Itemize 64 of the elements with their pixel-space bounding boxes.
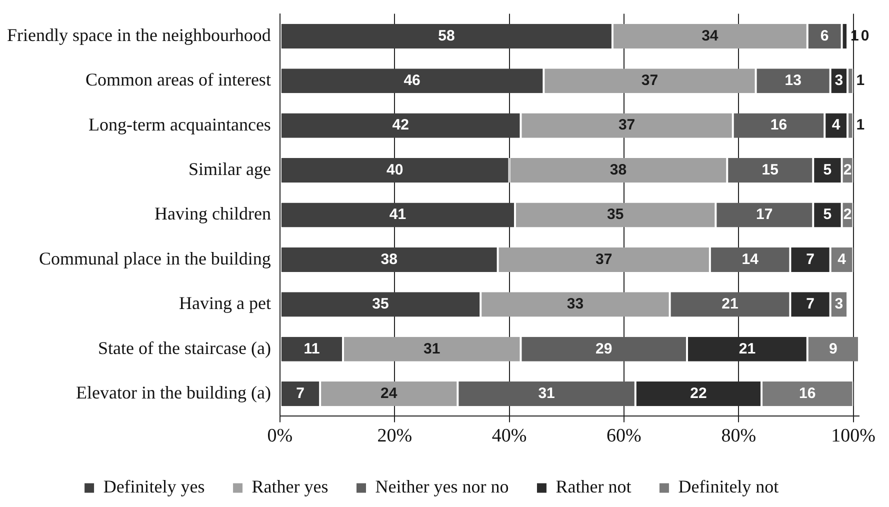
data-label: 31 <box>424 340 440 358</box>
data-label: 37 <box>641 72 658 90</box>
data-label: 21 <box>722 296 738 313</box>
data-label: 0 <box>860 27 870 44</box>
data-label: 6 <box>820 27 829 44</box>
data-label: 4 <box>832 116 841 134</box>
data-label: 7 <box>806 250 814 268</box>
data-label: 1 <box>856 116 865 134</box>
data-label: 31 <box>538 384 555 402</box>
y-tick-label: Elevator in the building (a) <box>76 382 271 403</box>
data-label: 17 <box>756 206 773 224</box>
data-label: 24 <box>380 384 398 402</box>
y-tick-label: Common areas of interest <box>85 70 271 90</box>
data-label: 33 <box>566 296 584 313</box>
data-label: 15 <box>762 161 778 178</box>
data-label: 29 <box>596 340 612 358</box>
data-label: 38 <box>610 161 627 178</box>
data-label: 37 <box>596 250 612 268</box>
y-tick-label: Friendly space in the neighbourhood <box>6 24 271 45</box>
data-label: 22 <box>690 384 707 402</box>
y-tick-label: Having children <box>154 204 271 224</box>
data-label: 14 <box>742 250 760 268</box>
data-label: 34 <box>702 27 719 44</box>
data-label: 7 <box>806 296 814 313</box>
data-label: 2 <box>843 161 852 178</box>
legend-label: Neither yes nor no <box>375 476 509 497</box>
data-label: 35 <box>372 296 389 313</box>
y-tick-label: Having a pet <box>178 293 271 314</box>
legend-label: Rather not <box>556 476 632 497</box>
data-label: 4 <box>838 250 847 268</box>
data-label: 58 <box>438 27 455 44</box>
data-label: 5 <box>823 206 832 224</box>
y-tick-label: Communal place in the building <box>38 248 271 268</box>
data-label: 38 <box>380 250 398 268</box>
legend-label: Rather yes <box>252 476 328 497</box>
legend-label: Definitely yes <box>103 476 205 497</box>
legend-label: Definitely not <box>678 476 779 497</box>
data-label: 9 <box>829 340 838 358</box>
y-tick-label: State of the staircase (a) <box>98 338 271 358</box>
x-tick-label: 40% <box>492 426 527 447</box>
data-label: 35 <box>606 206 624 224</box>
data-label: 2 <box>843 206 852 224</box>
x-tick-label: 60% <box>606 426 642 447</box>
data-label: 5 <box>823 161 832 178</box>
data-label: 41 <box>389 206 406 224</box>
data-label: 40 <box>386 161 404 178</box>
x-tick-label: 100% <box>831 426 876 447</box>
data-label: 13 <box>784 72 802 90</box>
x-tick-label: 80% <box>721 426 756 447</box>
data-label: 3 <box>834 296 844 313</box>
data-label: 21 <box>738 340 756 358</box>
data-label: 11 <box>304 340 320 358</box>
y-tick-label: Similar age <box>188 159 271 180</box>
data-label: 37 <box>618 116 636 134</box>
x-tick-label: 20% <box>377 426 412 447</box>
data-label: 7 <box>296 384 304 402</box>
data-label: 3 <box>834 72 844 90</box>
data-label: 16 <box>799 384 816 402</box>
y-tick-label: Long-term acquaintances <box>88 114 271 134</box>
x-tick-label: 0% <box>267 426 293 447</box>
data-label: 16 <box>770 116 788 134</box>
data-label: 46 <box>404 72 420 90</box>
data-label: 1 <box>856 72 865 90</box>
data-label: 42 <box>392 116 409 134</box>
